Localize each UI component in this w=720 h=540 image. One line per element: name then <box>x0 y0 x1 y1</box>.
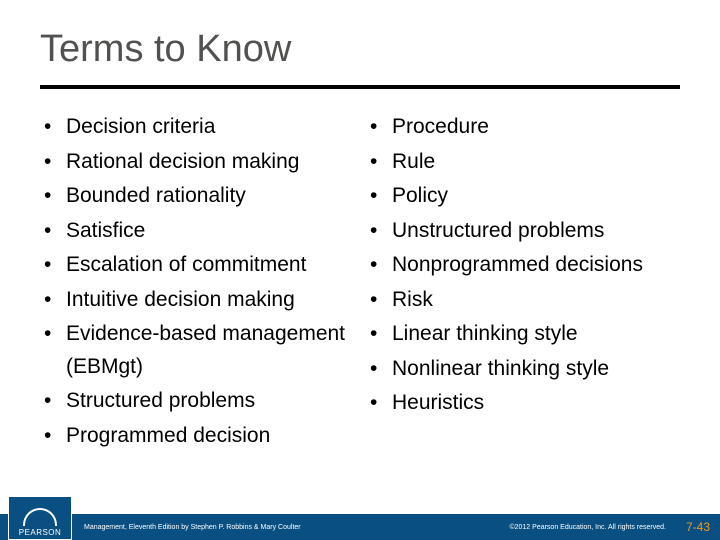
term-item: •Nonlinear thinking style <box>366 353 680 386</box>
slide-title: Terms to Know <box>40 28 680 71</box>
bullet-icon: • <box>366 318 392 351</box>
term-text: Evidence-based management (EBMgt) <box>66 318 354 383</box>
right-term-list: •Procedure•Rule•Policy•Unstructured prob… <box>366 111 680 420</box>
term-item: •Rational decision making <box>40 146 354 179</box>
bullet-icon: • <box>40 249 66 282</box>
bullet-icon: • <box>366 215 392 248</box>
term-text: Risk <box>392 284 680 317</box>
title-rule <box>40 85 680 89</box>
term-item: •Programmed decision <box>40 420 354 453</box>
term-item: •Rule <box>366 146 680 179</box>
bullet-icon: • <box>40 215 66 248</box>
bullet-icon: • <box>40 111 66 144</box>
bullet-icon: • <box>40 284 66 317</box>
bullet-icon: • <box>366 353 392 386</box>
bullet-icon: • <box>366 111 392 144</box>
left-term-list: •Decision criteria•Rational decision mak… <box>40 111 354 452</box>
term-text: Linear thinking style <box>392 318 680 351</box>
term-item: •Structured problems <box>40 385 354 418</box>
term-text: Rule <box>392 146 680 179</box>
slide: Terms to Know •Decision criteria•Rationa… <box>0 0 720 540</box>
term-text: Satisfice <box>66 215 354 248</box>
term-item: •Decision criteria <box>40 111 354 144</box>
bullet-icon: • <box>40 146 66 179</box>
term-item: •Escalation of commitment <box>40 249 354 282</box>
term-text: Heuristics <box>392 387 680 420</box>
term-item: •Risk <box>366 284 680 317</box>
term-text: Policy <box>392 180 680 213</box>
term-text: Nonprogrammed decisions <box>392 249 680 282</box>
term-text: Escalation of commitment <box>66 249 354 282</box>
term-item: •Intuitive decision making <box>40 284 354 317</box>
pearson-arc-icon <box>23 508 57 526</box>
term-text: Programmed decision <box>66 420 354 453</box>
bullet-icon: • <box>366 387 392 420</box>
term-text: Nonlinear thinking style <box>392 353 680 386</box>
bullet-icon: • <box>366 180 392 213</box>
footer-bar: PEARSON Management, Eleventh Edition by … <box>0 514 720 540</box>
term-item: •Unstructured problems <box>366 215 680 248</box>
term-item: •Policy <box>366 180 680 213</box>
columns-wrapper: •Decision criteria•Rational decision mak… <box>40 111 680 454</box>
bullet-icon: • <box>40 180 66 213</box>
term-text: Procedure <box>392 111 680 144</box>
right-column: •Procedure•Rule•Policy•Unstructured prob… <box>366 111 680 454</box>
term-item: •Linear thinking style <box>366 318 680 351</box>
term-item: •Heuristics <box>366 387 680 420</box>
term-item: •Procedure <box>366 111 680 144</box>
bullet-icon: • <box>366 249 392 282</box>
term-text: Rational decision making <box>66 146 354 179</box>
footer-copyright: ©2012 Pearson Education, Inc. All rights… <box>509 524 666 531</box>
term-text: Structured problems <box>66 385 354 418</box>
term-text: Intuitive decision making <box>66 284 354 317</box>
left-column: •Decision criteria•Rational decision mak… <box>40 111 354 454</box>
bullet-icon: • <box>366 284 392 317</box>
footer-credit: Management, Eleventh Edition by Stephen … <box>84 524 301 531</box>
bullet-icon: • <box>40 318 66 351</box>
page-number: 7-43 <box>686 520 710 534</box>
bullet-icon: • <box>366 146 392 179</box>
term-text: Unstructured problems <box>392 215 680 248</box>
term-item: •Satisfice <box>40 215 354 248</box>
term-text: Bounded rationality <box>66 180 354 213</box>
term-item: •Nonprogrammed decisions <box>366 249 680 282</box>
bullet-icon: • <box>40 385 66 418</box>
term-item: •Bounded rationality <box>40 180 354 213</box>
term-item: •Evidence-based management (EBMgt) <box>40 318 354 383</box>
term-text: Decision criteria <box>66 111 354 144</box>
pearson-brand-text: PEARSON <box>19 528 62 537</box>
bullet-icon: • <box>40 420 66 453</box>
pearson-logo: PEARSON <box>8 496 72 540</box>
